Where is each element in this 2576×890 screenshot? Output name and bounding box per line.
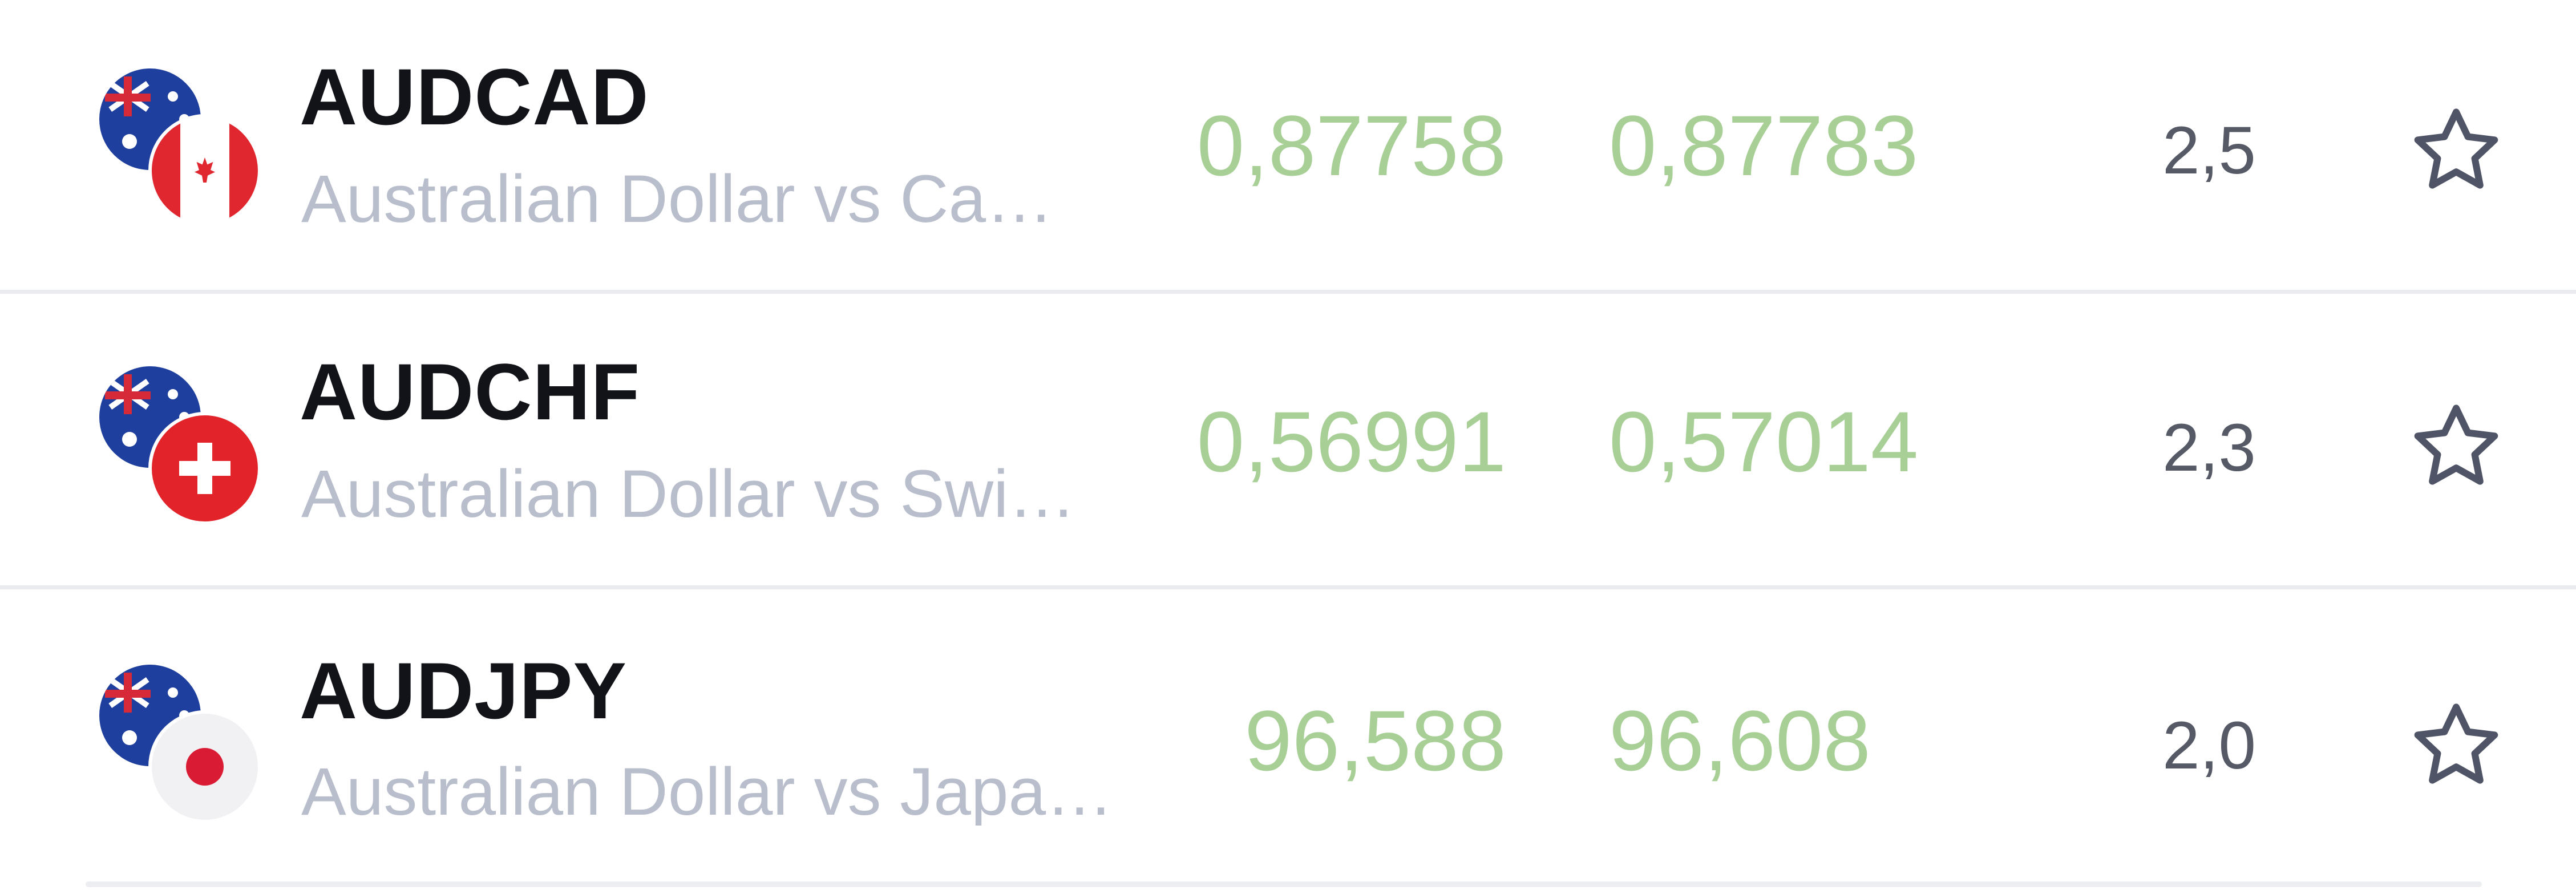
star-icon[interactable]	[2408, 102, 2505, 199]
instrument-symbol: AUDCAD	[300, 52, 649, 141]
bid-price[interactable]: 0,56991	[1196, 394, 1506, 490]
ask-price[interactable]: 96,608	[1609, 693, 1871, 788]
instrument-description: Australian Dollar vs Swi…	[301, 460, 1076, 528]
star-icon[interactable]	[2408, 398, 2505, 495]
instrument-description: Australian Dollar vs Japa…	[301, 758, 1114, 826]
spread-value: 2,0	[2162, 708, 2256, 783]
bid-price[interactable]: 0,87758	[1196, 98, 1506, 193]
spread-value: 2,5	[2162, 113, 2256, 188]
switzerland-flag-icon	[148, 412, 261, 525]
currency-pair-flags	[97, 366, 262, 525]
bid-price[interactable]: 96,588	[1244, 693, 1506, 788]
canada-flag-icon	[148, 114, 261, 227]
currency-pair-flags	[97, 665, 262, 823]
instrument-symbol: AUDJPY	[300, 646, 627, 735]
japan-flag-icon	[148, 710, 261, 823]
spread-value: 2,3	[2162, 410, 2256, 486]
star-icon[interactable]	[2408, 697, 2505, 794]
ask-price[interactable]: 0,57014	[1609, 394, 1919, 490]
currency-pair-flags	[97, 68, 262, 227]
instrument-symbol: AUDCHF	[300, 347, 641, 436]
ask-price[interactable]: 0,87783	[1609, 98, 1919, 193]
list-bottom-edge	[86, 881, 2482, 887]
instrument-description: Australian Dollar vs Ca…	[301, 165, 1054, 233]
instrument-row-audcad[interactable]: AUDCAD Australian Dollar vs Ca… 0,87758 …	[0, 0, 2576, 291]
instrument-row-audchf[interactable]: AUDCHF Australian Dollar vs Swi… 0,56991…	[0, 294, 2576, 585]
instrument-row-audjpy[interactable]: AUDJPY Australian Dollar vs Japa… 96,588…	[0, 589, 2576, 880]
